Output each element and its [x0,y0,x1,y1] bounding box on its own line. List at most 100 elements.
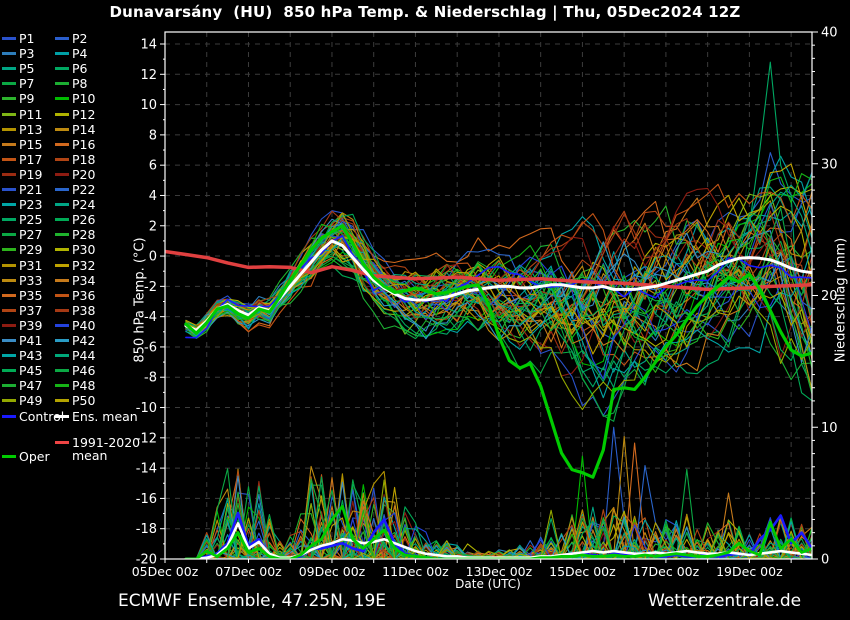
y-axis-left-label: 850 hPa Temp. (°C) [132,237,148,363]
legend-label: P28 [72,227,96,243]
legend-item-P14: P14 [55,122,95,137]
data-series [165,61,812,559]
legend-label: P19 [19,166,43,182]
legend-item-P23: P23 [2,197,42,212]
y-left-tick-label: 12 [140,68,157,83]
chart-title: Dunavarsány (HU) 850 hPa Temp. & Nieders… [109,3,741,21]
x-tick-label: 09Dec 00z [299,564,366,579]
legend-swatch [55,172,69,176]
legend-swatch [2,455,16,458]
legend-swatch [2,142,16,146]
legend-item-P34: P34 [55,273,95,288]
axis-ticks [160,31,818,563]
legend-label: P50 [72,393,96,409]
legend-item-P45: P45 [2,363,42,378]
legend-item-P18: P18 [55,152,95,167]
legend-label: P31 [19,257,43,273]
legend-label: P24 [72,197,96,213]
legend-swatch [55,203,69,207]
legend-item-P19: P19 [2,167,42,182]
legend-swatch [2,37,16,40]
member-precip-line [185,485,812,559]
legend-item-P38: P38 [55,303,95,318]
y-left-tick-label: -20 [136,553,157,568]
legend-swatch [2,112,16,116]
legend-swatch [2,308,16,312]
legend-item-P29: P29 [2,242,42,257]
member-temp-line [185,183,812,332]
legend-swatch [2,218,16,222]
legend-label: P40 [72,317,96,333]
legend-item-P13: P13 [2,122,42,137]
legend-label: P13 [19,121,43,137]
y-left-tick-label: 14 [140,38,157,53]
y-left-tick-label: -8 [144,371,157,386]
y-right-tick-label: 40 [821,26,838,41]
legend-label: P21 [19,182,43,197]
legend-label: P27 [19,227,43,243]
legend-label: Oper [19,449,50,464]
y-right-tick-label: 10 [821,421,838,436]
legend-swatch [2,248,16,252]
legend-label: P11 [19,106,43,122]
x-tick-label: 11Dec 00z [382,564,449,579]
legend-swatch [55,293,69,297]
legend-swatch [55,112,69,116]
legend-label: P32 [72,257,96,273]
legend-item-P25: P25 [2,212,42,227]
legend-swatch [2,157,16,161]
legend-item-P2: P2 [55,31,88,46]
legend-swatch [55,369,69,373]
legend-item-P12: P12 [55,107,95,122]
legend-swatch [2,354,16,358]
oper-temp-line [184,224,812,479]
legend-swatch [55,188,69,191]
legend-swatch [2,278,16,282]
legend-swatch [2,52,16,56]
legend-item-oper: Oper [2,449,50,464]
legend-item-P11: P11 [2,107,42,122]
legend-label: P14 [72,121,96,137]
legend-item-P43: P43 [2,348,42,363]
legend-item-P21: P21 [2,182,42,197]
legend-swatch [2,293,16,297]
legend-label: P38 [72,302,96,318]
legend-label: P5 [19,61,35,77]
x-tick-label: 15Dec 00z [549,564,616,579]
legend-item-P9: P9 [2,91,35,106]
legend-swatch [2,233,16,237]
y-left-tick-label: 4 [149,189,157,204]
legend-swatch [55,37,69,40]
gridlines [165,32,812,559]
y-left-tick-label: 6 [149,159,157,174]
legend-swatch [2,399,16,403]
legend-swatch [55,323,69,327]
legend-label: P20 [72,166,96,182]
legend-item-P15: P15 [2,137,42,152]
legend-label: P18 [72,151,96,167]
legend-swatch [55,233,69,237]
legend-label: P44 [72,348,96,364]
legend-label: Control [19,408,65,424]
footer-brand: Wetterzentrale.de [648,591,802,611]
legend-swatch [2,414,16,418]
legend-item-P40: P40 [55,318,95,333]
legend-label: P41 [19,333,43,348]
legend-swatch [55,339,69,342]
y-left-tick-label: -12 [136,431,157,446]
legend-swatch [2,369,16,373]
legend-label: P35 [19,287,43,303]
y-left-tick-label: -4 [144,310,157,325]
legend-label: P2 [72,31,88,46]
x-tick-label: 13Dec 00z [466,564,533,579]
legend-swatch [2,67,16,71]
legend-label: P4 [72,46,88,62]
legend-label: P3 [19,46,35,62]
x-axis-label: Date (UTC) [455,577,521,591]
legend-swatch [55,384,69,388]
legend-swatch [55,308,69,312]
legend-item-P32: P32 [55,258,95,273]
y-axis-right-label: Niederschlag (mm) [833,237,849,363]
legend-swatch [2,188,16,191]
